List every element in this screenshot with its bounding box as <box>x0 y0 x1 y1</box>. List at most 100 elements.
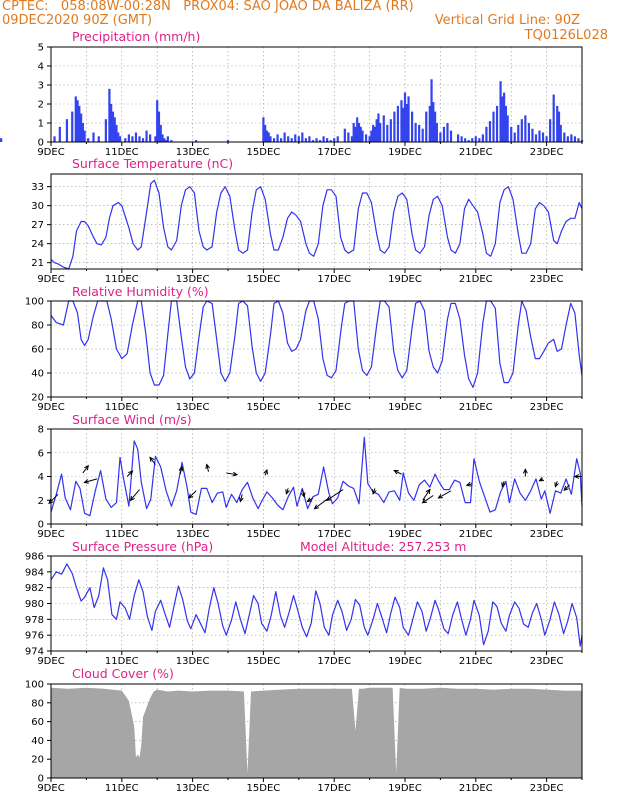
wind-xtick-label-1: 11DEC <box>105 529 139 540</box>
wind-title: Surface Wind (m/s) <box>72 412 192 427</box>
wind-xtick-label-3: 15DEC <box>247 529 281 540</box>
precip-bar-18 <box>115 124 118 142</box>
precip-bar-95 <box>425 111 428 142</box>
wind-arrow-3 <box>126 470 134 477</box>
precip-bar-35 <box>164 140 168 142</box>
precip-bar-115 <box>492 111 495 142</box>
precip-bar-138 <box>563 132 566 142</box>
wind-arrow-8 <box>205 463 210 472</box>
precip-bar-130 <box>538 130 541 142</box>
wind-arrow-shaft <box>179 466 183 475</box>
wind-frame <box>50 428 583 525</box>
precip-bar-32 <box>159 124 162 142</box>
precip-bar-17 <box>113 117 116 142</box>
precip-bar-5 <box>76 100 79 142</box>
wind-arrow-shaft <box>301 489 305 497</box>
pres-xtick-label-4: 17DEC <box>317 656 351 667</box>
precip-bar-96 <box>428 105 431 142</box>
rh-ytick-label-0: 20 <box>31 393 44 404</box>
wind-arrow-27 <box>563 484 570 492</box>
precip-bar-145 <box>0 140 3 142</box>
precip-bar-47 <box>280 138 283 142</box>
precip-bar-90 <box>407 96 410 142</box>
precip-bar-10 <box>87 138 90 142</box>
temp-xtick-label-7: 23DEC <box>530 274 564 285</box>
wind-arrow-25 <box>538 476 544 482</box>
precip-bar-116 <box>495 105 499 142</box>
rh-ytick-label-2: 60 <box>31 345 44 356</box>
cloud-xtick-label-6: 21DEC <box>459 783 493 794</box>
rh-xtick-label-4: 17DEC <box>317 402 351 413</box>
precip-bar-42 <box>265 130 269 142</box>
temp-ytick-label-2: 27 <box>31 220 44 231</box>
temp-frame <box>50 173 583 270</box>
wind-arrow-head <box>425 488 431 494</box>
precip-xtick-label-1: 11DEC <box>105 147 139 158</box>
precip-bar-70 <box>357 123 361 142</box>
precip-bar-124 <box>517 124 520 142</box>
rh-ytick-label-3: 80 <box>31 321 44 332</box>
cloud-xtick-label-2: 13DEC <box>176 783 210 794</box>
precip-bar-91 <box>410 111 414 142</box>
wind-arrow-9 <box>226 471 239 477</box>
precip-bar-34 <box>163 138 166 142</box>
precip-bar-118 <box>501 96 504 142</box>
precip-bar-11 <box>92 132 95 142</box>
precip-bar-93 <box>418 124 421 142</box>
wind-arrow-4 <box>129 489 140 502</box>
precip-title: Precipitation (mm/h) <box>72 29 201 44</box>
pres-panel <box>47 555 583 655</box>
precip-bar-78 <box>375 119 378 142</box>
wind-arrow-head <box>421 498 428 504</box>
rh-ytick-label-1: 40 <box>31 369 44 380</box>
precip-bar-48 <box>283 132 286 142</box>
wind-arrow-head <box>306 497 313 503</box>
precip-bar-94 <box>421 128 424 142</box>
precip-bar-73 <box>364 134 368 142</box>
precip-bar-98 <box>432 102 435 142</box>
precip-bar-132 <box>545 136 548 142</box>
precip-bar-7 <box>79 113 83 142</box>
wind-arrow-shaft <box>422 489 431 501</box>
temp-xtick-label-2: 13DEC <box>176 274 210 285</box>
rh-panel <box>47 300 583 401</box>
precip-bar-123 <box>513 132 516 142</box>
wind-xtick-label-4: 17DEC <box>317 529 351 540</box>
wind-arrow-22 <box>465 481 473 487</box>
wind-arrow-shaft <box>314 497 330 510</box>
precip-bar-13 <box>104 119 107 142</box>
pres-xtick-label-2: 13DEC <box>176 656 210 667</box>
wind-arrow-head <box>538 476 544 482</box>
precip-bar-46 <box>276 134 279 142</box>
precip-bar-53 <box>301 132 304 142</box>
temp-xtick-label-6: 21DEC <box>459 274 493 285</box>
temp-panel <box>47 173 583 273</box>
precip-bar-142 <box>577 138 580 142</box>
wind-arrow-18 <box>393 470 402 475</box>
wind-arrow-head <box>188 493 194 499</box>
precip-bar-65 <box>347 132 350 142</box>
wind-arrow-head <box>300 492 306 498</box>
precip-bar-127 <box>527 123 530 142</box>
precip-bar-120 <box>504 105 507 142</box>
precip-bar-106 <box>460 136 463 142</box>
temp-xtick-label-4: 17DEC <box>317 274 351 285</box>
wind-arrow-head <box>178 465 184 472</box>
temp-ytick-label-1: 24 <box>31 239 44 250</box>
precip-bar-86 <box>400 100 403 142</box>
precip-bar-113 <box>485 126 488 142</box>
wind-arrow-shaft <box>149 457 156 465</box>
precip-bar-76 <box>372 124 375 142</box>
pres-xtick-label-1: 11DEC <box>105 656 139 667</box>
wind-arrow-20 <box>421 495 434 504</box>
temp-ytick-label-3: 30 <box>31 201 44 212</box>
precip-bar-122 <box>510 126 513 142</box>
pres-xtick-label-7: 23DEC <box>530 656 564 667</box>
wind-arrow-17 <box>372 488 377 495</box>
precip-ytick-label-1: 1 <box>38 119 44 130</box>
precip-bar-50 <box>290 138 293 142</box>
precip-bar-26 <box>141 138 145 142</box>
temp-xtick-label-0: 9DEC <box>37 274 64 285</box>
precip-bar-55 <box>308 136 311 142</box>
